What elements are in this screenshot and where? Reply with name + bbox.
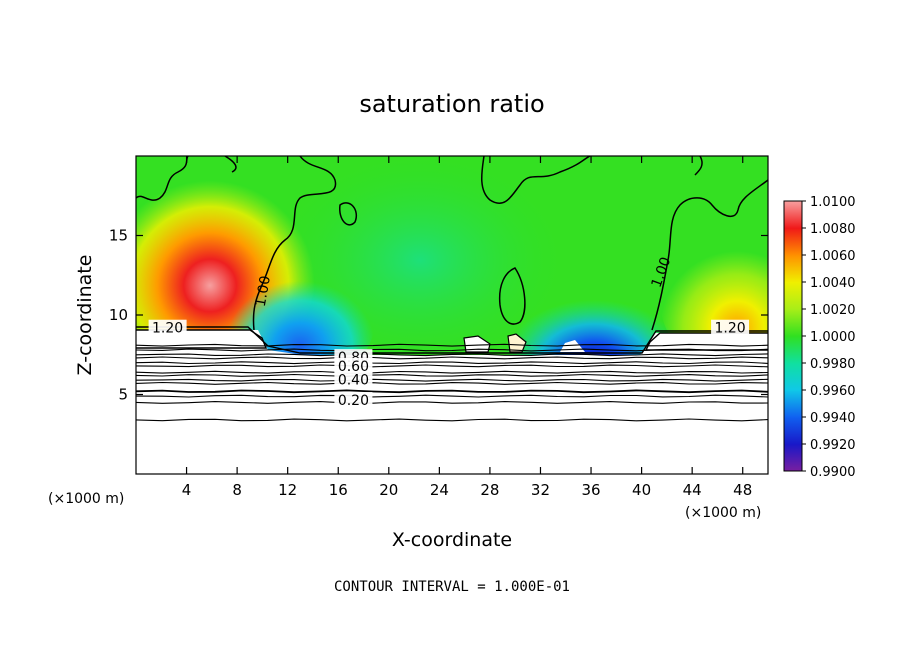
colorbar-label: 1.0060 <box>810 249 856 264</box>
y-tick-label: 5 <box>118 386 128 404</box>
contour-label-group: 0.60 <box>334 357 373 375</box>
contour-line <box>136 370 768 374</box>
x-axis-ticks: 4 8 12 16 20 24 28 32 36 40 44 48 <box>182 156 752 499</box>
contour-label: 1.20 <box>714 321 745 337</box>
contour-label: 1.00 <box>253 275 274 308</box>
colorbar-label: 1.0040 <box>810 276 856 291</box>
contour-label: 1.20 <box>152 321 183 337</box>
contour-label-group: 1.00 <box>253 275 274 308</box>
y-axis-ticks: 5 10 15 <box>109 227 768 404</box>
contour-line <box>136 343 768 347</box>
x-tick-label: 28 <box>480 481 499 499</box>
x-tick-label: 24 <box>430 481 449 499</box>
contour-label-bg <box>148 319 187 335</box>
colorbar-label: 0.9960 <box>810 384 856 399</box>
contour-label-group: 0.20 <box>334 392 373 409</box>
x-tick-label: 8 <box>232 481 242 499</box>
blob-30 <box>507 333 527 353</box>
x-tick-label: 4 <box>182 481 192 499</box>
x-unit-label-right: (×1000 m) <box>685 505 761 521</box>
colorbar-segment <box>784 444 802 472</box>
x-tick-label: 12 <box>278 481 297 499</box>
contour-label: 0.20 <box>338 393 369 409</box>
x-tick-label: 48 <box>733 481 752 499</box>
colorbar-segment <box>784 282 802 310</box>
colorbar-segment <box>784 309 802 337</box>
contour-1-00 <box>136 156 768 331</box>
colorbar-segment <box>784 201 802 229</box>
contour-1-20 <box>136 326 768 354</box>
colorbar-label: 0.9980 <box>810 357 856 372</box>
x-tick-label: 40 <box>632 481 651 499</box>
contour-line <box>136 373 768 377</box>
contour-line <box>136 356 768 360</box>
colorbar-segment <box>784 336 802 364</box>
x-tick-label: 16 <box>329 481 348 499</box>
colorbar-segment <box>784 255 802 283</box>
low-level-contours <box>136 343 768 422</box>
contour-line <box>136 401 768 404</box>
contour-label-group: 1.20 <box>711 319 750 337</box>
contour-label-bg <box>334 371 373 387</box>
contour-line <box>136 389 768 394</box>
contour-label: 0.40 <box>338 372 369 388</box>
contour-labels: 1.201.201.001.000.800.600.400.20 <box>148 255 750 409</box>
contour-line <box>136 353 768 357</box>
chart-title: saturation ratio <box>359 90 544 118</box>
y-axis-label: Z-coordinate <box>74 255 96 376</box>
contour-line <box>136 348 768 352</box>
colorbar-label: 0.9920 <box>810 438 856 453</box>
x-tick-label: 36 <box>581 481 600 499</box>
contour-line <box>136 381 768 385</box>
y-tick-label: 10 <box>109 306 128 324</box>
colorbar-label: 1.0100 <box>810 195 856 210</box>
contour-label-group: 0.40 <box>334 371 373 388</box>
colorbar-segment <box>784 363 802 391</box>
saturation-field <box>136 156 768 474</box>
contour-label-group: 1.20 <box>148 319 187 337</box>
colorbar-segment <box>784 228 802 256</box>
colorbar: 0.9900 0.9920 0.9940 0.9960 0.9980 1.0000 1.00… <box>783 195 856 480</box>
colorbar-label: 1.0080 <box>810 222 856 237</box>
contour-label-bg <box>334 392 373 408</box>
contour-label-bg <box>334 357 373 373</box>
contour-line <box>136 364 768 368</box>
contour-line <box>136 378 768 382</box>
contour-line <box>136 361 768 365</box>
colorbar-label: 1.0000 <box>810 330 856 345</box>
x-unit-label-left: (×1000 m) <box>48 491 124 507</box>
x-axis-label: X-coordinate <box>392 529 512 551</box>
colorbar-label: 0.9940 <box>810 411 856 426</box>
x-tick-label: 32 <box>531 481 550 499</box>
contour-label-bg <box>711 319 750 335</box>
contour-line <box>136 394 768 398</box>
contour-interval-footer: CONTOUR INTERVAL = 1.000E-01 <box>334 579 570 595</box>
contour-line <box>136 418 768 422</box>
colorbar-segment <box>784 417 802 445</box>
contour-label: 0.60 <box>338 359 369 375</box>
colorbar-label: 1.0020 <box>810 303 856 318</box>
x-tick-label: 44 <box>683 481 702 499</box>
y-tick-label: 15 <box>109 227 128 245</box>
colorbar-segment <box>784 390 802 418</box>
colorbar-label: 0.9900 <box>810 465 856 480</box>
x-tick-label: 20 <box>379 481 398 499</box>
